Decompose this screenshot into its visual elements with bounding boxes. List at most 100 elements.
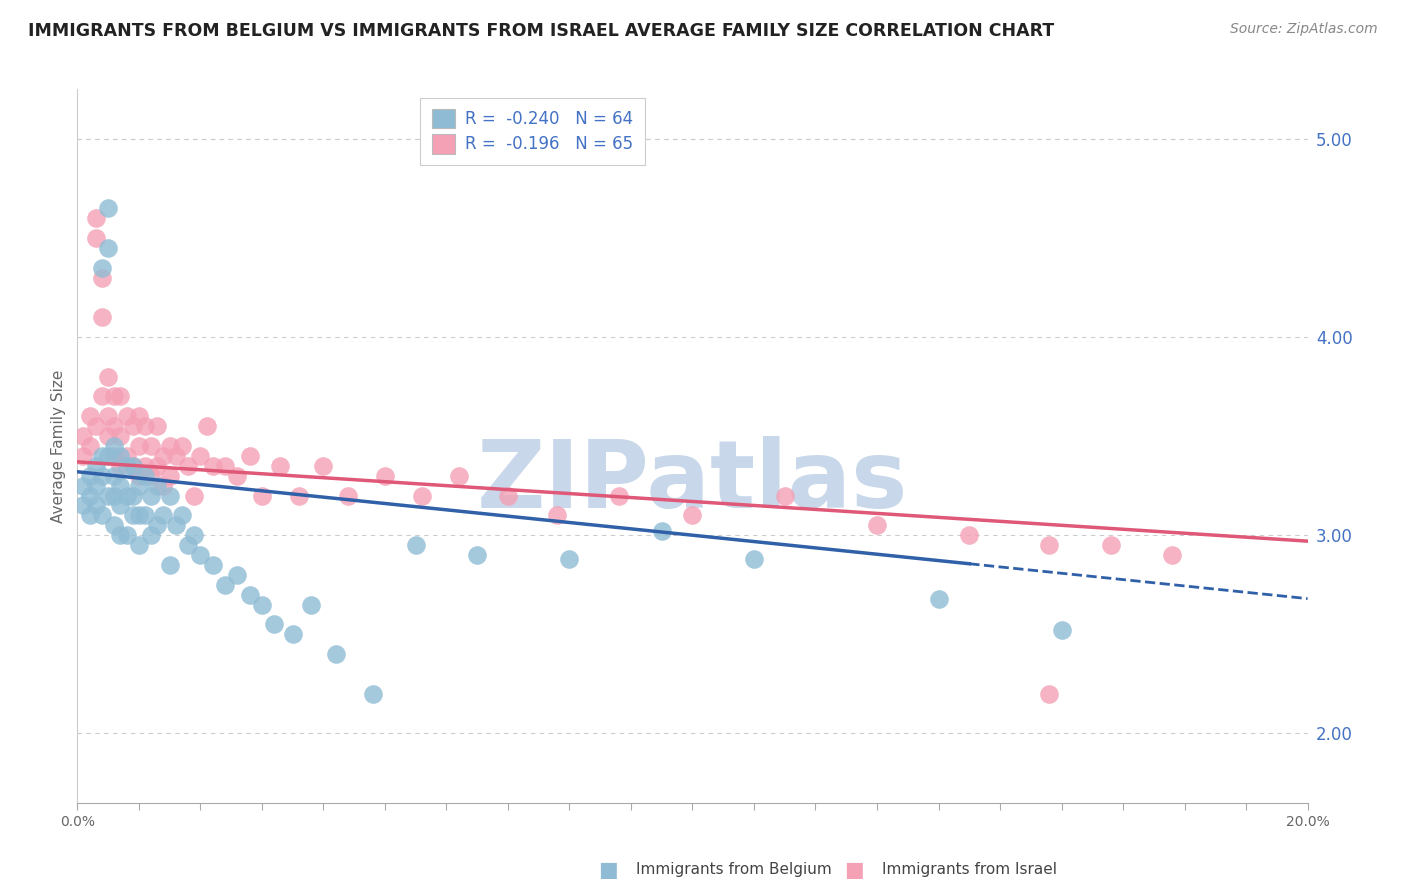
- Point: [928, 591, 950, 606]
- Point: [103, 468, 125, 483]
- Point: [325, 647, 347, 661]
- Point: [742, 552, 765, 566]
- Text: Immigrants from Israel: Immigrants from Israel: [883, 863, 1057, 877]
- Point: [84, 419, 107, 434]
- Point: [299, 598, 322, 612]
- Point: [201, 558, 224, 572]
- Point: [115, 489, 138, 503]
- Point: [90, 508, 114, 523]
- Point: [84, 211, 107, 225]
- Point: [72, 449, 94, 463]
- Point: [79, 439, 101, 453]
- Point: [141, 489, 163, 503]
- Text: ZIPatlas: ZIPatlas: [477, 435, 908, 528]
- Point: [1038, 687, 1060, 701]
- Point: [97, 409, 120, 424]
- Point: [121, 458, 143, 473]
- Point: [97, 489, 120, 503]
- Point: [121, 419, 143, 434]
- Point: [1038, 538, 1060, 552]
- Point: [607, 489, 630, 503]
- Point: [183, 489, 205, 503]
- Point: [90, 468, 114, 483]
- Point: [121, 508, 143, 523]
- Point: [90, 310, 114, 325]
- Point: [1099, 538, 1122, 552]
- Point: [546, 508, 568, 523]
- Point: [90, 449, 114, 463]
- Point: [134, 508, 156, 523]
- Point: [84, 478, 107, 492]
- Point: [682, 508, 704, 523]
- Point: [159, 558, 181, 572]
- Point: [115, 409, 138, 424]
- Point: [134, 419, 156, 434]
- Point: [250, 489, 273, 503]
- Point: [84, 499, 107, 513]
- Point: [84, 458, 107, 473]
- Point: [84, 231, 107, 245]
- Point: [79, 508, 101, 523]
- Point: [374, 468, 396, 483]
- Point: [97, 201, 120, 215]
- Point: [141, 468, 163, 483]
- Point: [115, 449, 138, 463]
- Text: Source: ZipAtlas.com: Source: ZipAtlas.com: [1230, 22, 1378, 37]
- Point: [134, 458, 156, 473]
- Point: [239, 588, 262, 602]
- Point: [146, 518, 169, 533]
- Point: [97, 241, 120, 255]
- Point: [146, 458, 169, 473]
- Point: [128, 409, 150, 424]
- Point: [183, 528, 205, 542]
- Legend: R =  -0.240   N = 64, R =  -0.196   N = 65: R = -0.240 N = 64, R = -0.196 N = 65: [420, 97, 645, 165]
- Point: [103, 449, 125, 463]
- Point: [361, 687, 384, 701]
- Point: [103, 489, 125, 503]
- Text: ■: ■: [844, 860, 865, 880]
- Point: [188, 548, 212, 562]
- Point: [103, 419, 125, 434]
- Point: [405, 538, 427, 552]
- Point: [141, 439, 163, 453]
- Point: [957, 528, 980, 542]
- Point: [146, 478, 169, 492]
- Point: [312, 458, 335, 473]
- Point: [773, 489, 796, 503]
- Point: [496, 489, 519, 503]
- Point: [239, 449, 262, 463]
- Point: [103, 389, 125, 403]
- Point: [128, 538, 150, 552]
- Point: [128, 468, 150, 483]
- Text: IMMIGRANTS FROM BELGIUM VS IMMIGRANTS FROM ISRAEL AVERAGE FAMILY SIZE CORRELATIO: IMMIGRANTS FROM BELGIUM VS IMMIGRANTS FR…: [28, 22, 1054, 40]
- Point: [159, 468, 181, 483]
- Point: [165, 518, 187, 533]
- Point: [177, 458, 200, 473]
- Point: [558, 552, 581, 566]
- Point: [146, 419, 169, 434]
- Point: [152, 478, 174, 492]
- Text: ■: ■: [598, 860, 619, 880]
- Point: [214, 458, 236, 473]
- Point: [121, 458, 143, 473]
- Point: [152, 449, 174, 463]
- Point: [226, 468, 249, 483]
- Point: [110, 478, 132, 492]
- Point: [110, 458, 132, 473]
- Point: [97, 429, 120, 443]
- Point: [447, 468, 470, 483]
- Point: [115, 528, 138, 542]
- Point: [128, 439, 150, 453]
- Point: [115, 458, 138, 473]
- Point: [90, 270, 114, 285]
- Point: [97, 449, 120, 463]
- Point: [134, 468, 156, 483]
- Point: [90, 389, 114, 403]
- Point: [97, 369, 120, 384]
- Point: [170, 508, 193, 523]
- Point: [201, 458, 224, 473]
- Point: [72, 499, 94, 513]
- Text: Immigrants from Belgium: Immigrants from Belgium: [637, 863, 832, 877]
- Point: [110, 449, 132, 463]
- Point: [250, 598, 273, 612]
